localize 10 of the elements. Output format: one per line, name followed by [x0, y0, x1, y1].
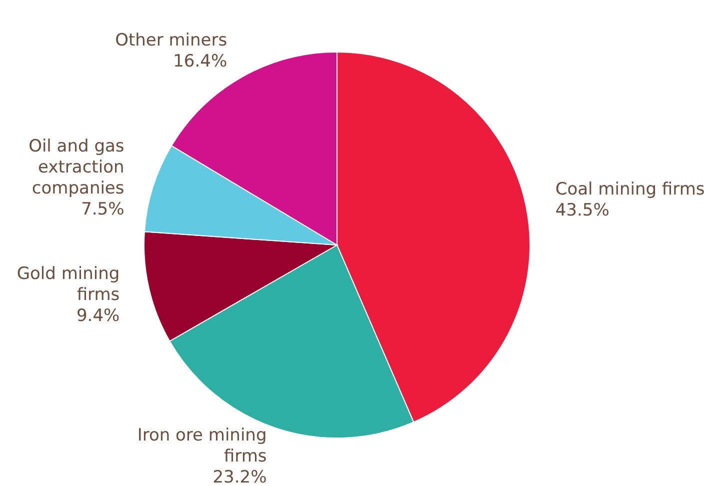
slice-label: Other miners	[115, 30, 228, 50]
data-label: 16.4%	[173, 51, 228, 72]
slice-label: Coal mining firms	[555, 179, 705, 200]
slice-label: Gold mining firms	[16, 264, 120, 306]
data-label: 7.5%	[81, 200, 124, 220]
data-label: 9.4%	[76, 306, 120, 326]
slice-label: Iron ore mining firms	[137, 426, 267, 467]
slice-label: Oil and gas extraction companies	[28, 136, 124, 199]
data-label: 23.2%	[212, 468, 267, 486]
data-label: 43.5%	[555, 200, 610, 220]
